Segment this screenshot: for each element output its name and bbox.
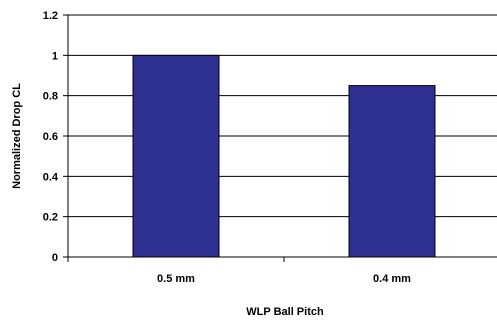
x-axis-title: WLP Ball Pitch	[246, 306, 324, 318]
y-tick-label: 0.4	[43, 171, 59, 183]
bars	[132, 54, 436, 258]
y-tick-label: 0	[52, 252, 58, 264]
y-tick-labels: 0 0.2 0.4 0.6 0.8 1 1.2	[43, 10, 59, 264]
y-tick-label: 1	[52, 50, 58, 62]
x-tick-label: 0.5 mm	[157, 273, 195, 285]
bar	[348, 85, 436, 258]
bar	[132, 54, 220, 258]
y-tick-label: 0.6	[43, 131, 58, 143]
y-tick-label: 1.2	[43, 10, 58, 22]
y-tick-label: 0.8	[43, 91, 58, 103]
x-tick-labels: 0.5 mm 0.4 mm	[157, 273, 411, 285]
y-tick-label: 0.2	[43, 212, 58, 224]
y-axis-title: Normalized Drop CL	[11, 83, 23, 189]
x-tick-label: 0.4 mm	[373, 273, 411, 285]
axes	[63, 14, 497, 262]
